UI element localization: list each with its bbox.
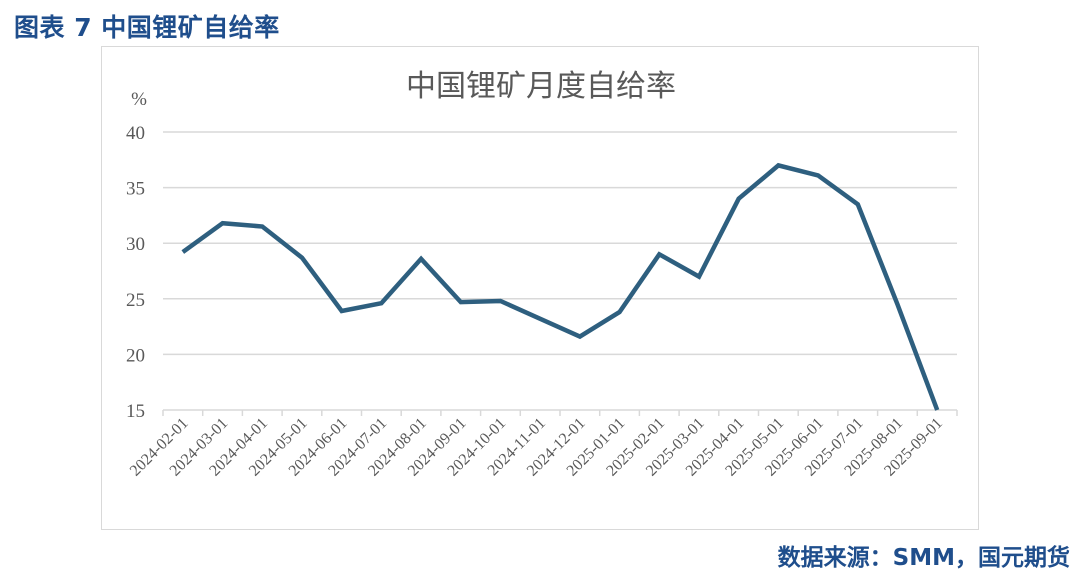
series-line	[181, 162, 940, 411]
chart-title: 中国锂矿月度自给率	[406, 70, 676, 103]
y-axis-unit: %	[131, 89, 147, 110]
y-tick-label: 25	[126, 290, 145, 311]
y-tick-label: 30	[126, 234, 145, 255]
y-tick-label: 35	[126, 179, 145, 200]
figure-title: 图表 7 中国锂矿自给率	[14, 13, 280, 42]
y-tick-label: 40	[126, 123, 145, 144]
y-tick-label: 20	[126, 345, 145, 366]
chart-frame: 中国锂矿月度自给率% 15 20 25 30 35 40 2024-02-01 2024-03-…	[101, 46, 979, 530]
y-tick-label: 15	[126, 401, 145, 422]
line-chart: 中国锂矿月度自给率%1520253035402024-02-012024-03-…	[126, 70, 958, 480]
data-source: 数据来源：SMM，国元期货	[777, 545, 1070, 571]
